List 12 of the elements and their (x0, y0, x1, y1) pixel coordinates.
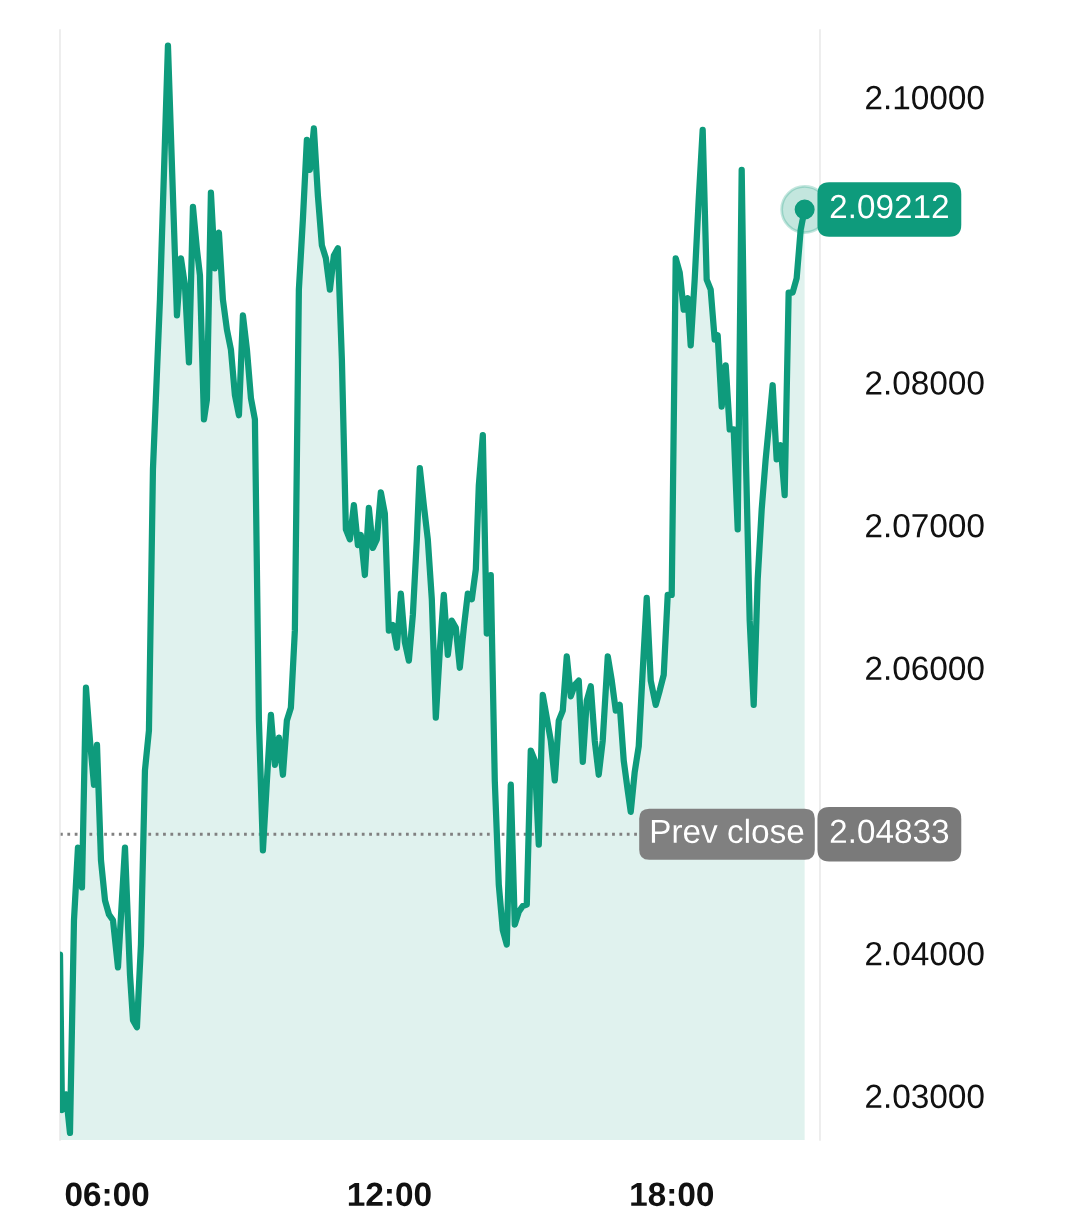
y-tick-label: 2.03000 (866, 1084, 984, 1109)
ref-line-label: Prev close (651, 818, 804, 844)
y-tick-label: 2.04000 (866, 941, 984, 966)
y-tick-label: 2.06000 (866, 656, 984, 681)
annotation: 2.09212 (830, 194, 948, 219)
y-tick-label: 2.08000 (866, 371, 984, 395)
x-tick-label: 18:00 (631, 1182, 714, 1207)
x-tick-label: 06:00 (65, 1182, 149, 1207)
annotation: 2.04833 (830, 819, 949, 844)
y-tick-label: 2.10000 (866, 85, 984, 110)
x-tick-label: 12:00 (348, 1182, 431, 1207)
y-tick-label: 2.07000 (866, 513, 984, 538)
